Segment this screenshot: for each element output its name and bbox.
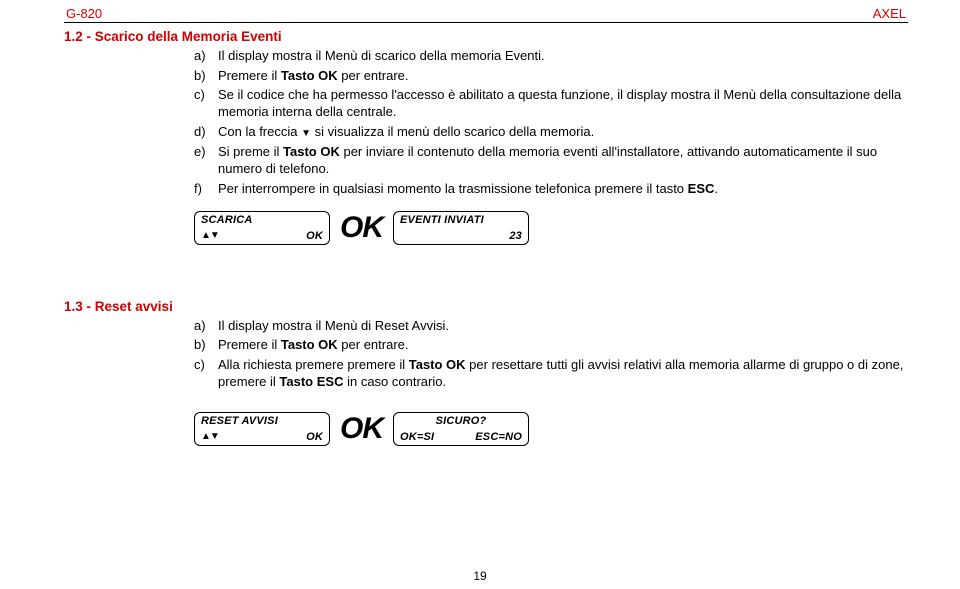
- item-text: Premere il Tasto OK per entrare.: [218, 336, 409, 353]
- list-item: b) Premere il Tasto OK per entrare.: [194, 67, 908, 84]
- lcd-line: RESET AVVISI: [201, 415, 323, 427]
- list-item: c) Se il codice che ha permesso l'access…: [194, 86, 908, 120]
- item-letter: b): [194, 67, 218, 84]
- ok-press-icon: OK: [338, 414, 385, 444]
- item-letter: d): [194, 123, 218, 140]
- item-text: Con la freccia ▼ si visualizza il menù d…: [218, 123, 594, 140]
- arrows-icon: ▲▼: [201, 431, 219, 443]
- list-item: d) Con la freccia ▼ si visualizza il men…: [194, 123, 908, 140]
- item-letter: b): [194, 336, 218, 353]
- header-left: G-820: [66, 6, 102, 21]
- item-letter: a): [194, 47, 218, 64]
- lcd-line: OK=SI ESC=NO: [400, 431, 522, 443]
- lcd-line: SCARICA: [201, 214, 323, 226]
- item-text: Il display mostra il Menù di Reset Avvis…: [218, 317, 449, 334]
- item-letter: c): [194, 356, 218, 390]
- header-right: AXEL: [873, 6, 906, 21]
- item-letter: a): [194, 317, 218, 334]
- lcd-ok-si: OK=SI: [400, 431, 434, 443]
- item-text: Premere il Tasto OK per entrare.: [218, 67, 409, 84]
- lcd-count: 23: [509, 230, 522, 242]
- list-item: c) Alla richiesta premere premere il Tas…: [194, 356, 908, 390]
- list-item: a) Il display mostra il Menù di Reset Av…: [194, 317, 908, 334]
- item-text: Per interrompere in qualsiasi momento la…: [218, 180, 718, 197]
- lcd-line: SICURO?: [400, 415, 522, 427]
- lcd-ok-label: OK: [306, 230, 323, 242]
- item-letter: f): [194, 180, 218, 197]
- lcd-display-4: SICURO? OK=SI ESC=NO: [393, 412, 529, 446]
- arrows-icon: ▲▼: [201, 230, 219, 242]
- item-letter: c): [194, 86, 218, 120]
- lcd-display-3: RESET AVVISI ▲▼ OK: [194, 412, 330, 446]
- lcd-esc-no: ESC=NO: [475, 431, 522, 443]
- item-text: Alla richiesta premere premere il Tasto …: [218, 356, 908, 390]
- page-header: G-820 AXEL: [64, 6, 908, 23]
- list-item: e) Si preme il Tasto OK per inviare il c…: [194, 143, 908, 177]
- lcd-line: EVENTI INVIATI: [400, 214, 522, 226]
- ok-press-icon: OK: [338, 213, 385, 243]
- lcd-display-2: EVENTI INVIATI 23: [393, 211, 529, 245]
- section-1-title: 1.2 - Scarico della Memoria Eventi: [64, 29, 908, 44]
- section-1-list: a) Il display mostra il Menù di scarico …: [194, 47, 908, 197]
- section-2-list: a) Il display mostra il Menù di Reset Av…: [194, 317, 908, 391]
- lcd-line: ▲▼ OK: [201, 230, 323, 242]
- item-letter: e): [194, 143, 218, 177]
- lcd-line: 23: [400, 230, 522, 242]
- lcd-display-1: SCARICA ▲▼ OK: [194, 211, 330, 245]
- item-text: Se il codice che ha permesso l'accesso è…: [218, 86, 908, 120]
- page-number: 19: [0, 569, 960, 583]
- item-text: Il display mostra il Menù di scarico del…: [218, 47, 545, 64]
- lcd-line: ▲▼ OK: [201, 431, 323, 443]
- arrow-down-icon: ▼: [301, 127, 311, 140]
- section-2-title: 1.3 - Reset avvisi: [64, 299, 908, 314]
- lcd-row-2: RESET AVVISI ▲▼ OK OK SICURO? OK=SI ESC=…: [194, 412, 908, 446]
- list-item: b) Premere il Tasto OK per entrare.: [194, 336, 908, 353]
- list-item: a) Il display mostra il Menù di scarico …: [194, 47, 908, 64]
- item-text: Si preme il Tasto OK per inviare il cont…: [218, 143, 908, 177]
- list-item: f) Per interrompere in qualsiasi momento…: [194, 180, 908, 197]
- lcd-row-1: SCARICA ▲▼ OK OK EVENTI INVIATI 23: [194, 211, 908, 245]
- lcd-ok-label: OK: [306, 431, 323, 443]
